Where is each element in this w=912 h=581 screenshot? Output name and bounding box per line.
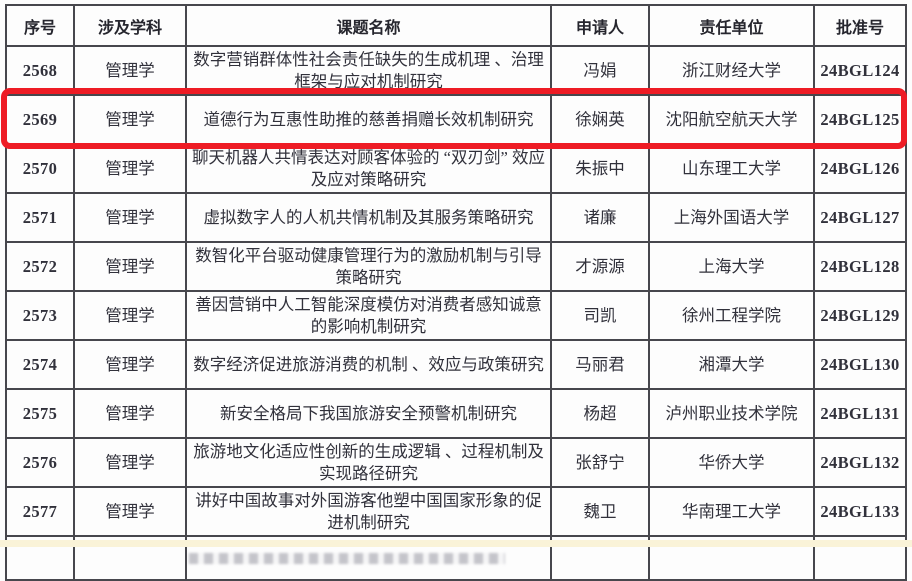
page-bottom-strip bbox=[0, 540, 912, 547]
col-header-discipline: 涉及学科 bbox=[73, 4, 187, 47]
cell-discipline: 管理学 bbox=[73, 192, 187, 243]
cell-approval-no: 24BGL124 bbox=[813, 45, 907, 96]
scanned-table-page: 序号 涉及学科 课题名称 申请人 责任单位 批准号 2568 管理学 数字营销群体性… bbox=[0, 4, 912, 581]
cell-institution: 山东理工大学 bbox=[648, 143, 815, 194]
cell-approval-no: 24BGL133 bbox=[813, 486, 907, 537]
header-row: 序号 涉及学科 课题名称 申请人 责任单位 批准号 bbox=[5, 4, 907, 47]
table-row-highlighted: 2569 管理学 道德行为互惠性助推的慈善捐赠长效机制研究 徐娴英 沈阳航空航天大学 24… bbox=[5, 94, 907, 145]
cell-title: 虚拟数字人的人机共情机制及其服务策略研究 bbox=[185, 192, 552, 243]
table-row: 2573 管理学 善因营销中人工智能深度模仿对消费者感知诚意的影响机制研究 司凯 徐州工… bbox=[5, 290, 907, 341]
cell-serial: 2577 bbox=[5, 486, 75, 537]
cell-discipline: 管理学 bbox=[73, 388, 187, 439]
cell-applicant: 诸廉 bbox=[550, 192, 650, 243]
cell-institution: 华侨大学 bbox=[648, 437, 815, 488]
cell-applicant: 冯娟 bbox=[550, 45, 650, 96]
cell-discipline: 管理学 bbox=[73, 290, 187, 341]
cell-institution: 上海外国语大学 bbox=[648, 192, 815, 243]
table-row: 2574 管理学 数字经济促进旅游消费的机制 、效应与政策研究 马丽君 湘潭大学 24BG… bbox=[5, 339, 907, 390]
cell-discipline: 管理学 bbox=[73, 486, 187, 537]
cell-title: 数智化平台驱动健康管理行为的激励机制与引导策略研究 bbox=[185, 241, 552, 292]
cell-title: 善因营销中人工智能深度模仿对消费者感知诚意的影响机制研究 bbox=[185, 290, 552, 341]
table-row: 2577 管理学 讲好中国故事对外国游客他塑中国国家形象的促进机制研究 魏卫 华南理工大… bbox=[5, 486, 907, 537]
cell-applicant: 杨超 bbox=[550, 388, 650, 439]
cell-title: 聊天机器人共情表达对顾客体验的 “双刃剑” 效应及应对策略研究 bbox=[185, 143, 552, 194]
cell-title: 道德行为互惠性助推的慈善捐赠长效机制研究 bbox=[185, 94, 552, 145]
table-row: 2576 管理学 旅游地文化适应性创新的生成逻辑 、过程机制及实现路径研究 张舒宁 华侨… bbox=[5, 437, 907, 488]
cell-institution: 徐州工程学院 bbox=[648, 290, 815, 341]
cell-institution: 浙江财经大学 bbox=[648, 45, 815, 96]
cell-institution: 沈阳航空航天大学 bbox=[648, 94, 815, 145]
cell-serial: 2576 bbox=[5, 437, 75, 488]
cell-discipline: 管理学 bbox=[73, 241, 187, 292]
cell-title: 旅游地文化适应性创新的生成逻辑 、过程机制及实现路径研究 bbox=[185, 437, 552, 488]
cell-applicant: 朱振中 bbox=[550, 143, 650, 194]
cell-title: 数字营销群体性社会责任缺失的生成机理 、治理框架与应对机制研究 bbox=[185, 45, 552, 96]
grants-table: 序号 涉及学科 课题名称 申请人 责任单位 批准号 2568 管理学 数字营销群体性… bbox=[5, 4, 907, 581]
cell-discipline: 管理学 bbox=[73, 94, 187, 145]
col-header-serial: 序号 bbox=[5, 4, 75, 47]
table-row: 2572 管理学 数智化平台驱动健康管理行为的激励机制与引导策略研究 才源源 上海大学 2… bbox=[5, 241, 907, 292]
cell-approval-no: 24BGL127 bbox=[813, 192, 907, 243]
cell-title: 新安全格局下我国旅游安全预警机制研究 bbox=[185, 388, 552, 439]
cell-approval-no: 24BGL128 bbox=[813, 241, 907, 292]
cell-applicant: 司凯 bbox=[550, 290, 650, 341]
cell-approval-no: 24BGL125 bbox=[813, 94, 907, 145]
cell-institution: 湘潭大学 bbox=[648, 339, 815, 390]
table-body: 2568 管理学 数字营销群体性社会责任缺失的生成机理 、治理框架与应对机制研究 冯娟… bbox=[5, 45, 907, 581]
cell-applicant: 张舒宁 bbox=[550, 437, 650, 488]
table-row: 2575 管理学 新安全格局下我国旅游安全预警机制研究 杨超 泸州职业技术学院 24BGL… bbox=[5, 388, 907, 439]
table-row: 2571 管理学 虚拟数字人的人机共情机制及其服务策略研究 诸廉 上海外国语大学 24BG… bbox=[5, 192, 907, 243]
cell-approval-no: 24BGL132 bbox=[813, 437, 907, 488]
cell-institution: 上海大学 bbox=[648, 241, 815, 292]
cell-serial: 2575 bbox=[5, 388, 75, 439]
cell-applicant: 徐娴英 bbox=[550, 94, 650, 145]
cell-applicant: 马丽君 bbox=[550, 339, 650, 390]
cell-discipline: 管理学 bbox=[73, 143, 187, 194]
cell-approval-no: 24BGL126 bbox=[813, 143, 907, 194]
cell-approval-no: 24BGL129 bbox=[813, 290, 907, 341]
cell-serial: 2571 bbox=[5, 192, 75, 243]
cell-serial: 2573 bbox=[5, 290, 75, 341]
cell-serial: 2574 bbox=[5, 339, 75, 390]
cell-title: 讲好中国故事对外国游客他塑中国国家形象的促进机制研究 bbox=[185, 486, 552, 537]
table-row: 2570 管理学 聊天机器人共情表达对顾客体验的 “双刃剑” 效应及应对策略研究 朱振… bbox=[5, 143, 907, 194]
col-header-title: 课题名称 bbox=[185, 4, 552, 47]
col-header-institution: 责任单位 bbox=[648, 4, 815, 47]
cell-institution: 华南理工大学 bbox=[648, 486, 815, 537]
document-page: { "highlight": { "color": "#ee1c25", "hi… bbox=[0, 4, 912, 581]
cell-approval-no: 24BGL130 bbox=[813, 339, 907, 390]
cell-serial: 2572 bbox=[5, 241, 75, 292]
cell-title: 数字经济促进旅游消费的机制 、效应与政策研究 bbox=[185, 339, 552, 390]
col-header-applicant: 申请人 bbox=[550, 4, 650, 47]
faded-partial-text bbox=[189, 553, 505, 564]
table-row: 2568 管理学 数字营销群体性社会责任缺失的生成机理 、治理框架与应对机制研究 冯娟… bbox=[5, 45, 907, 96]
cell-approval-no: 24BGL131 bbox=[813, 388, 907, 439]
cell-discipline: 管理学 bbox=[73, 339, 187, 390]
cell-applicant: 才源源 bbox=[550, 241, 650, 292]
col-header-approval-no: 批准号 bbox=[813, 4, 907, 47]
cell-discipline: 管理学 bbox=[73, 437, 187, 488]
cell-discipline: 管理学 bbox=[73, 45, 187, 96]
cell-serial: 2570 bbox=[5, 143, 75, 194]
cell-serial: 2568 bbox=[5, 45, 75, 96]
cell-serial: 2569 bbox=[5, 94, 75, 145]
cell-institution: 泸州职业技术学院 bbox=[648, 388, 815, 439]
cell-applicant: 魏卫 bbox=[550, 486, 650, 537]
